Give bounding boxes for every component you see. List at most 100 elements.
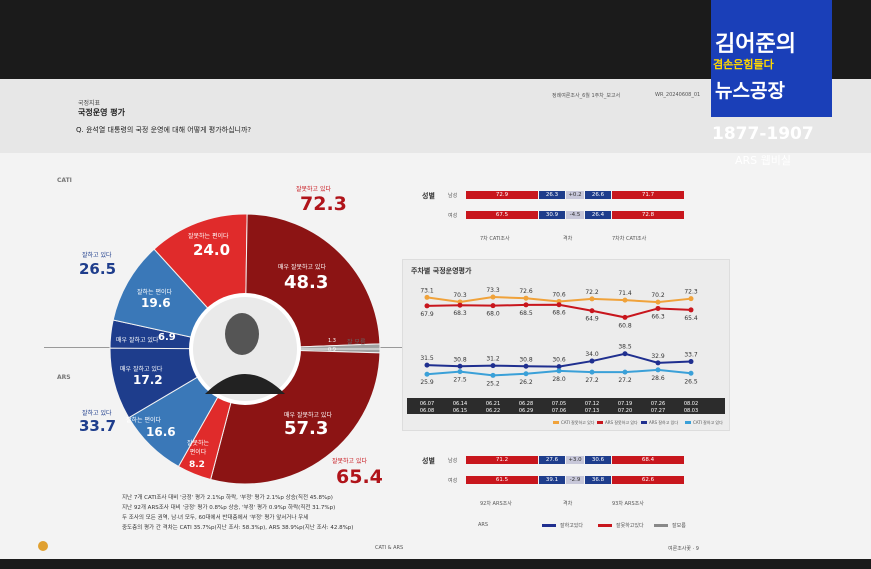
cati-negative-label: 잘못하고 있다 (296, 186, 332, 193)
x-tick-label: 07.26 (651, 401, 665, 407)
data-label: 60.8 (618, 322, 632, 329)
data-label: 27.2 (618, 377, 632, 384)
data-label: 26.5 (684, 378, 698, 385)
legend-label: CATI 잘하고 있다 (693, 419, 723, 425)
legend-ars: ARS (478, 522, 489, 528)
data-point (424, 371, 430, 377)
data-point (556, 364, 562, 370)
cati-good-label: 잘하는 편이다 (137, 289, 173, 296)
data-label: 72.3 (684, 289, 698, 296)
data-label: 30.8 (453, 356, 467, 363)
cati-very-bad-label: 매우 잘못하고 있다 (278, 264, 326, 271)
gender-row-label: 여성 (448, 213, 458, 219)
unknown-ars: 0.9 (328, 347, 336, 353)
data-point (589, 369, 595, 375)
gender-row-label: 여성 (448, 478, 458, 484)
ars-very-good-label: 매우 잘하고 있다 (120, 366, 163, 373)
ars-title: ARS 웹비실 (735, 154, 792, 167)
data-point (688, 370, 694, 376)
legend-swatch (685, 421, 691, 424)
x-tick-label: 07.20 (618, 408, 632, 414)
cati-negative-total: 72.3 (300, 193, 347, 215)
x-axis-band (407, 398, 725, 414)
cati-positive-label: 잘하고 있다 (82, 252, 112, 259)
data-point (556, 302, 562, 308)
gender-foot: 92차 ARS조사 (480, 501, 512, 507)
data-label: 70.2 (651, 292, 665, 299)
data-point (490, 303, 496, 309)
gender-bar: 26.3 (539, 191, 565, 199)
cati-good: 19.6 (141, 296, 171, 310)
phone-number: 1877-1907 (712, 124, 814, 144)
x-tick-label: 08.03 (684, 408, 698, 414)
data-label: 25.2 (486, 380, 500, 387)
legend-good-swatch (542, 524, 556, 527)
ars-very-bad: 57.3 (284, 418, 329, 439)
x-tick-label: 06.29 (519, 408, 533, 414)
data-label: 30.8 (519, 356, 533, 363)
ars-good: 16.6 (146, 425, 176, 439)
data-point (655, 305, 661, 311)
gender-bar: 27.6 (539, 456, 565, 464)
gender-bar: 71.2 (466, 456, 538, 464)
gender-row-label: 남성 (448, 458, 458, 464)
data-point (655, 360, 661, 366)
data-point (424, 362, 430, 368)
cati-bad-label: 잘못하는 편이다 (188, 233, 229, 240)
ars-negative-label: 잘못하고 있다 (332, 458, 368, 465)
gender-bar: 30.9 (539, 211, 565, 219)
data-point (622, 369, 628, 375)
data-label: 72.2 (585, 289, 599, 296)
ars-very-bad-label: 매우 잘못하고 있다 (284, 412, 332, 419)
x-tick-label: 06.14 (453, 401, 467, 407)
x-tick-label: 07.12 (585, 401, 599, 407)
ars-good-label: 잘하는 편이다 (126, 417, 162, 424)
data-label: 32.9 (651, 353, 665, 360)
gender-bar: 71.7 (612, 191, 684, 199)
gender-bar: 61.5 (466, 476, 538, 484)
note-2: 지난 92개 ARS조사 대비 '긍정' 평가 0.8%p 상승, '부정' 평… (122, 505, 336, 511)
data-point (556, 368, 562, 374)
data-point (655, 367, 661, 373)
cati-label: CATI (57, 177, 72, 184)
data-point (490, 294, 496, 300)
x-tick-label: 06.08 (420, 408, 434, 414)
gender-row-label: 남성 (448, 193, 458, 199)
gender-bar: -4.5 (566, 211, 584, 219)
data-label: 70.6 (552, 291, 566, 298)
data-label: 25.9 (420, 379, 434, 386)
unknown-cati: 1.3 (328, 338, 336, 344)
gender-bar: 36.8 (585, 476, 611, 484)
cati-very-bad: 48.3 (284, 272, 329, 293)
ars-very-good: 17.2 (133, 373, 163, 387)
ars-negative-total: 65.4 (336, 466, 383, 488)
data-label: 26.2 (519, 379, 533, 386)
president-photo (193, 297, 297, 401)
data-label: 38.5 (618, 344, 632, 351)
gender-bottom-title: 성별 (422, 457, 435, 465)
gender-bar: -2.9 (566, 476, 584, 484)
data-point (688, 296, 694, 302)
gender-top-title: 성별 (422, 192, 435, 200)
legend-label: ARS 잘못하고 있다 (605, 419, 638, 425)
data-point (424, 294, 430, 300)
data-label: 68.0 (486, 311, 500, 318)
data-label: 68.6 (552, 310, 566, 317)
data-label: 72.6 (519, 288, 533, 295)
note-3: 두 조사의 모든 권역, 남·녀 모두, 60대에서 반대층에서 '부정' 평가… (122, 515, 309, 521)
data-label: 28.0 (552, 376, 566, 383)
gender-bar: 26.4 (585, 211, 611, 219)
legend-unknown: 잘모름 (672, 523, 686, 529)
data-label: 68.5 (519, 310, 533, 317)
gender-bar: 68.4 (612, 456, 684, 464)
cati-very-good: 6.9 (158, 332, 176, 343)
ars-positive-total: 33.7 (79, 417, 117, 435)
data-label: 27.5 (453, 377, 467, 384)
x-tick-label: 06.28 (519, 401, 533, 407)
data-point (688, 359, 694, 365)
gender-foot: 7차차 CATI조사 (612, 236, 647, 242)
x-tick-label: 06.07 (420, 401, 434, 407)
data-point (490, 363, 496, 369)
gender-foot: 93차 ARS조사 (612, 501, 644, 507)
donut-chart (109, 213, 381, 485)
